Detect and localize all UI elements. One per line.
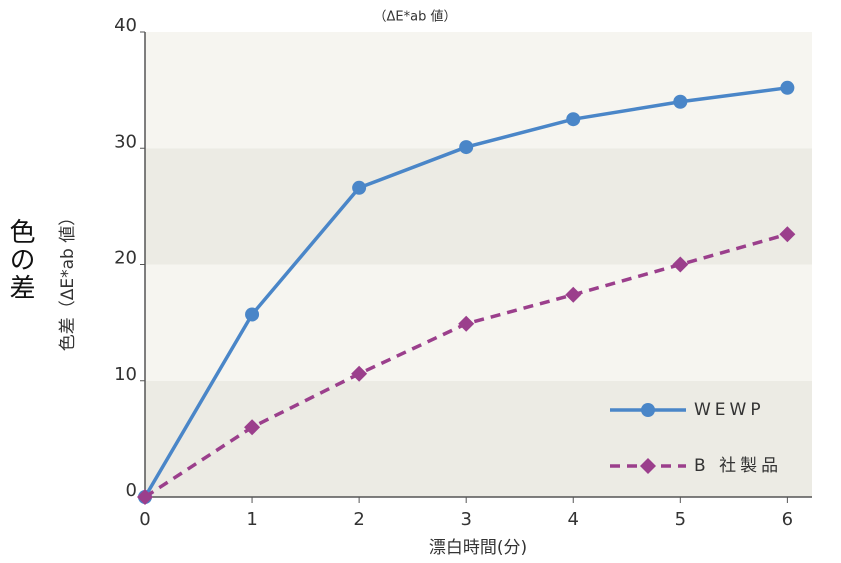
x-tick-label: 4 [568, 509, 579, 530]
point [565, 286, 582, 303]
x-tick-label: 6 [782, 509, 793, 530]
point [351, 365, 368, 382]
y-tick-label: 40 [114, 15, 137, 36]
x-tick-label: 1 [246, 509, 257, 530]
legend-marker [640, 458, 656, 474]
point [137, 489, 153, 505]
legend-label: WEWP [694, 400, 765, 420]
x-tick-label: 2 [353, 509, 364, 530]
point [458, 315, 475, 332]
point [779, 226, 796, 243]
point [566, 112, 581, 127]
band [145, 380, 812, 497]
x-tick-label: 5 [675, 509, 686, 530]
point [245, 307, 260, 322]
point [673, 94, 688, 109]
x-tick-label: 3 [460, 509, 471, 530]
band [145, 32, 812, 149]
legend-label: B 社製品 [694, 456, 782, 476]
point [672, 256, 689, 273]
point [780, 80, 795, 95]
point [352, 180, 367, 195]
legend-marker [641, 403, 655, 417]
point [244, 419, 261, 436]
x-axis-label: 漂白時間(分) [429, 538, 527, 558]
band [145, 148, 812, 265]
band [145, 264, 812, 381]
y-axis-label: 色差（ΔE*ab 値） [58, 209, 78, 351]
point [459, 140, 474, 155]
y-tick-label: 0 [126, 480, 137, 501]
chart-title: （ΔE*ab 値） [374, 9, 457, 25]
side-label: 色の差 [5, 218, 35, 302]
x-tick-label: 0 [139, 509, 150, 530]
y-tick-label: 30 [114, 131, 137, 152]
y-tick-label: 20 [114, 248, 137, 269]
y-tick-label: 10 [114, 364, 137, 385]
